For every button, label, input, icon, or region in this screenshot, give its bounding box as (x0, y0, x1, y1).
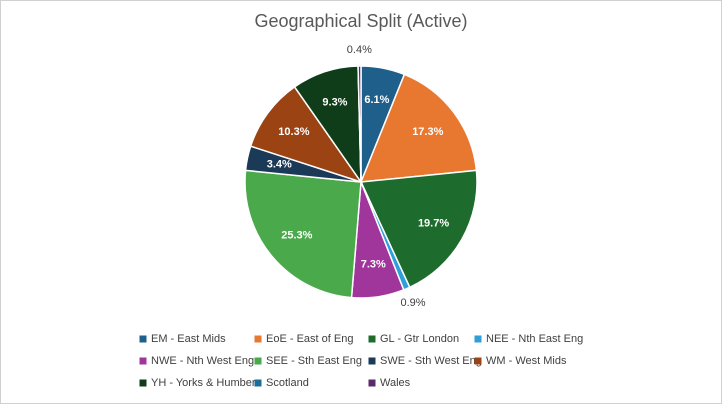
data-label: 17.3% (412, 126, 443, 138)
legend-text: EM - East Mids (151, 333, 226, 345)
data-label: 10.3% (278, 126, 309, 138)
legend-marker (254, 357, 262, 365)
data-label: 0.4% (347, 44, 372, 56)
legend-text: Scotland (266, 377, 309, 389)
data-label: 6.1% (364, 94, 389, 106)
pie-slice (249, 85, 363, 184)
legend-text: NWE - Nth West Eng (151, 355, 254, 367)
legend-text: WM - West Mids (486, 355, 567, 367)
legend-text: GL - Gtr London (380, 333, 459, 345)
legend-marker (254, 335, 262, 343)
legend-marker (254, 379, 262, 387)
data-label: 19.7% (418, 217, 449, 229)
legend-marker (474, 335, 482, 343)
data-label: 3.4% (267, 159, 292, 171)
chart-title: Geographical Split (Active) (254, 11, 467, 31)
legend-text: YH - Yorks & Humber (151, 377, 256, 389)
legend-text: NEE - Nth East Eng (486, 333, 583, 345)
legend-marker (474, 357, 482, 365)
pie-slice (359, 73, 478, 183)
legend-text: EoE - East of Eng (266, 333, 353, 345)
pie-slice (359, 169, 478, 289)
legend-marker (139, 379, 147, 387)
data-label: 25.3% (281, 229, 312, 241)
data-label: 9.3% (322, 97, 347, 109)
pie-slice (357, 65, 362, 183)
legend-text: SEE - Sth East Eng (266, 355, 362, 367)
legend-text: Wales (380, 377, 411, 389)
data-label: 0.9% (401, 297, 426, 309)
legend-text: SWE - Sth West Eng (380, 355, 482, 367)
legend-marker (368, 379, 376, 387)
legend-marker (368, 335, 376, 343)
legend-marker (368, 357, 376, 365)
pie-slice (244, 169, 362, 299)
legend-marker (139, 335, 147, 343)
data-label: 7.3% (361, 259, 386, 271)
legend-marker (139, 357, 147, 365)
